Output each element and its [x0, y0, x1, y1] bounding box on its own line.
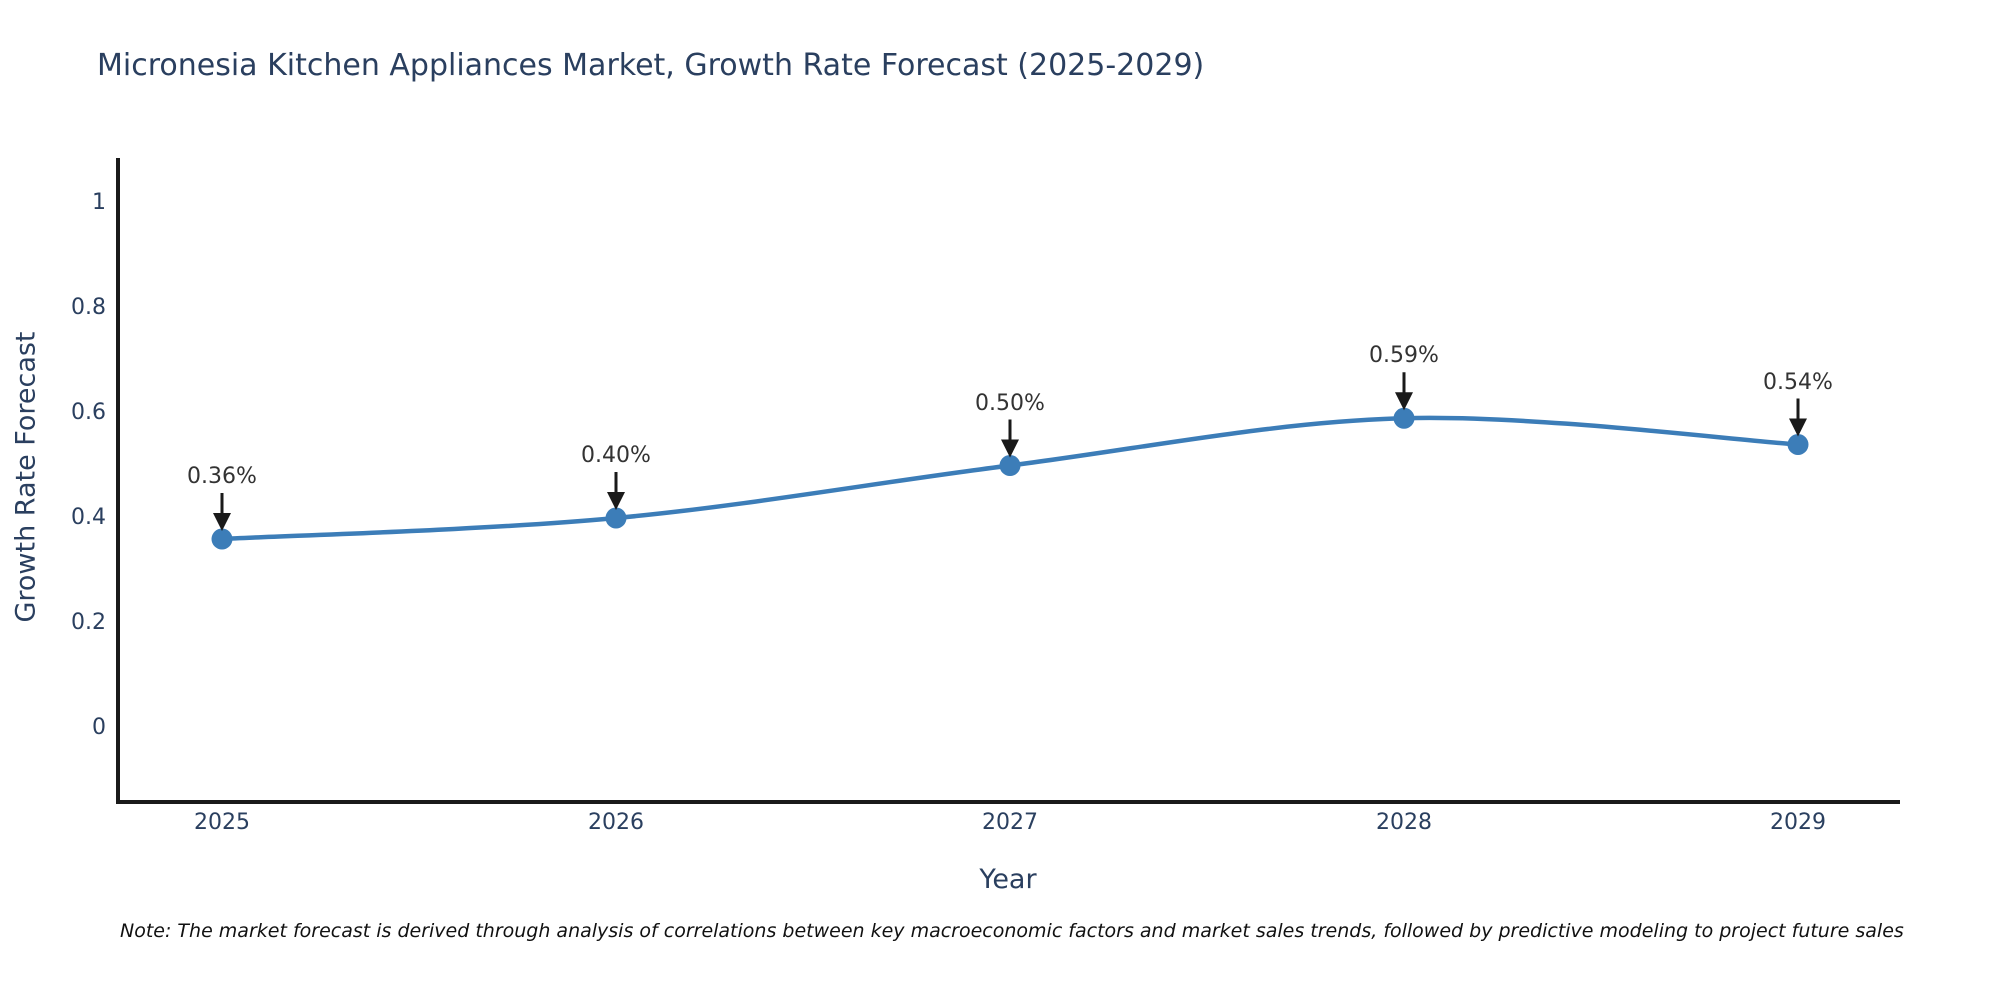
y-tick-label: 0.8 [71, 295, 106, 320]
annotation-arrow-head [1789, 418, 1807, 437]
x-tick-label: 2029 [1770, 810, 1826, 835]
data-point-label: 0.54% [1763, 369, 1833, 395]
data-point-marker[interactable] [1787, 434, 1809, 455]
x-tick-label: 2025 [194, 810, 250, 835]
annotation-arrow-head [213, 513, 231, 531]
annotation-arrow-head [1395, 392, 1413, 411]
x-tick-label: 2027 [982, 810, 1038, 835]
annotation-arrow-head [1001, 439, 1019, 458]
data-point-label: 0.59% [1369, 343, 1439, 369]
y-tick-label: 1 [92, 190, 106, 215]
footnote: Note: The market forecast is derived thr… [120, 920, 1904, 942]
y-tick-label: 0.6 [71, 400, 106, 425]
annotation-arrow-head [607, 492, 625, 510]
x-tick-label: 2026 [588, 810, 644, 835]
data-point-label: 0.36% [187, 464, 257, 489]
data-point-label: 0.50% [975, 390, 1045, 416]
data-point-marker[interactable] [999, 455, 1021, 476]
axis-lines [116, 158, 1900, 804]
y-axis-title: Growth Rate Forecast [10, 331, 42, 623]
x-axis-title: Year [979, 864, 1037, 895]
data-point-label: 0.40% [581, 443, 651, 468]
y-tick-label: 0 [92, 715, 106, 740]
x-tick-label: 2028 [1376, 810, 1432, 835]
data-point-marker[interactable] [605, 507, 627, 529]
chart-title: Micronesia Kitchen Appliances Market, Gr… [97, 48, 1205, 83]
y-tick-label: 0.4 [71, 505, 106, 530]
data-point-marker[interactable] [211, 528, 233, 550]
data-point-marker[interactable] [1393, 407, 1415, 429]
y-tick-label: 0.2 [71, 610, 106, 635]
